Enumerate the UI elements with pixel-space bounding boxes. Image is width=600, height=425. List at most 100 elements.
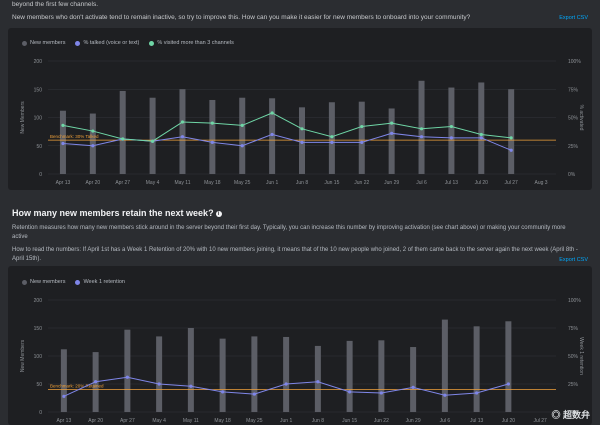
retention-how-to-read: How to read the numbers: If April 1st ha… <box>12 247 578 262</box>
series-point <box>479 136 483 140</box>
series-point <box>479 132 483 137</box>
series-point <box>210 140 214 144</box>
series-point <box>419 135 424 139</box>
x-tick-label: Jul 6 <box>416 180 427 186</box>
legend-dot-icon <box>75 40 81 46</box>
export-csv-link-2[interactable]: Export CSV <box>559 257 588 263</box>
series-point <box>411 385 415 389</box>
bar <box>478 82 485 174</box>
series-point <box>180 120 185 124</box>
x-tick-label: Jun 22 <box>374 418 389 424</box>
x-tick-label: Apr 20 <box>88 418 103 424</box>
y-tick-label: 150 <box>34 326 43 332</box>
x-tick-label: May 25 <box>246 418 263 424</box>
x-tick-label: May 11 <box>174 180 190 186</box>
bar <box>269 98 276 174</box>
bar <box>179 89 186 174</box>
x-tick-label: Jul 13 <box>470 418 484 424</box>
info-icon[interactable]: i <box>215 210 222 217</box>
series-point <box>284 382 288 386</box>
x-tick-label: Jun 8 <box>296 180 308 186</box>
x-tick-label: Jun 29 <box>384 180 399 186</box>
x-tick-label: May 18 <box>214 418 231 424</box>
bar <box>283 336 290 412</box>
bar <box>251 336 258 412</box>
y2-tick-label: 25% <box>568 144 579 150</box>
series-point <box>449 136 454 140</box>
series-point <box>270 132 274 137</box>
series-point <box>157 382 161 386</box>
series-point <box>270 111 274 115</box>
bar <box>508 89 515 174</box>
bar <box>441 319 448 412</box>
y2-tick-label: 100% <box>568 59 581 65</box>
series-point <box>316 380 320 384</box>
y2-axis-title: % activated <box>578 105 584 131</box>
x-tick-label: Aug 3 <box>535 180 548 186</box>
bar <box>219 338 226 412</box>
x-tick-label: Jun 29 <box>406 418 421 424</box>
legend-new-members[interactable]: New members <box>22 279 65 285</box>
y2-tick-label: 75% <box>568 326 579 332</box>
series-point <box>330 135 334 139</box>
series-point <box>240 123 244 128</box>
series-point <box>91 144 95 148</box>
series-point <box>61 123 65 128</box>
legend-label: % talked (voice or text) <box>83 40 140 46</box>
legend-dot-icon <box>75 279 81 285</box>
legend-dot-icon <box>22 279 27 285</box>
bar <box>149 97 156 174</box>
x-tick-label: Apr 27 <box>120 418 135 424</box>
chart1-legend: New members % talked (voice or text) % v… <box>22 40 234 46</box>
x-tick-label: Jun 15 <box>324 180 339 186</box>
series-point <box>443 393 447 397</box>
series-point <box>509 136 513 140</box>
x-tick-label: Jul 13 <box>445 180 459 186</box>
series-line <box>62 132 512 151</box>
x-tick-label: Jul 6 <box>440 418 451 424</box>
series-point <box>360 140 364 144</box>
bar <box>346 340 353 412</box>
bar <box>209 99 216 174</box>
x-tick-label: Jun 22 <box>354 180 369 186</box>
series-point <box>300 140 304 144</box>
y-axis-title: New Members <box>20 101 26 134</box>
export-csv-link[interactable]: Export CSV <box>559 15 588 21</box>
bar <box>314 345 321 412</box>
series-point <box>419 127 424 131</box>
y-tick-label: 0 <box>39 172 42 178</box>
legend-week1-retention[interactable]: Week 1 retention <box>75 279 125 285</box>
bar <box>505 321 512 412</box>
legend-new-members[interactable]: New members <box>22 40 65 46</box>
x-tick-label: May 4 <box>152 418 166 424</box>
x-tick-label: May 4 <box>146 180 160 186</box>
y-tick-label: 50 <box>36 382 42 388</box>
legend-talked[interactable]: % talked (voice or text) <box>75 40 139 46</box>
activation-chart-panel: New members % talked (voice or text) % v… <box>8 28 592 190</box>
series-point <box>390 131 394 135</box>
legend-dot-icon <box>149 40 155 46</box>
series-point <box>330 140 334 144</box>
y-tick-label: 200 <box>34 59 43 65</box>
series-point <box>300 127 304 131</box>
y2-tick-label: 50% <box>568 354 579 360</box>
x-tick-label: Jul 27 <box>533 418 547 424</box>
series-point <box>475 391 479 395</box>
y-tick-label: 100 <box>34 116 43 122</box>
legend-visited[interactable]: % visited more than 3 channels <box>149 40 234 46</box>
series-point <box>509 148 513 152</box>
series-point <box>506 382 510 386</box>
watermark: ◎ 超数弁 <box>551 410 590 420</box>
bar <box>89 113 96 174</box>
series-point <box>91 129 95 133</box>
y-tick-label: 150 <box>34 87 43 93</box>
bar <box>358 101 365 174</box>
bar <box>473 326 480 412</box>
legend-label: New members <box>30 40 66 46</box>
legend-dot-icon <box>22 40 27 46</box>
series-point <box>348 390 352 394</box>
x-tick-label: Apr 13 <box>56 180 71 186</box>
legend-label: Week 1 retention <box>83 279 125 285</box>
x-tick-label: Jul 20 <box>475 180 489 186</box>
series-line <box>62 112 512 142</box>
